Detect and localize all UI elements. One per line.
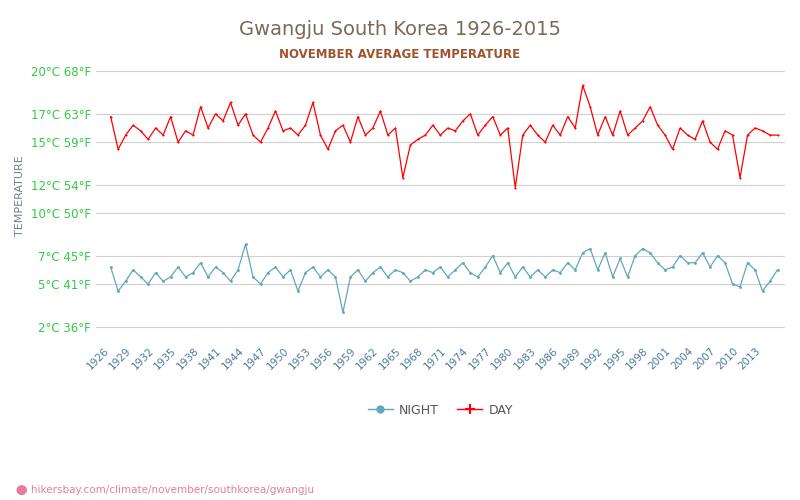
Text: Gwangju South Korea 1926-2015: Gwangju South Korea 1926-2015: [239, 20, 561, 39]
Text: ⬤ hikersbay.com/climate/november/southkorea/gwangju: ⬤ hikersbay.com/climate/november/southko…: [16, 485, 314, 495]
Text: NOVEMBER AVERAGE TEMPERATURE: NOVEMBER AVERAGE TEMPERATURE: [279, 48, 521, 60]
Y-axis label: TEMPERATURE: TEMPERATURE: [15, 155, 25, 236]
Legend: NIGHT, DAY: NIGHT, DAY: [362, 398, 518, 421]
